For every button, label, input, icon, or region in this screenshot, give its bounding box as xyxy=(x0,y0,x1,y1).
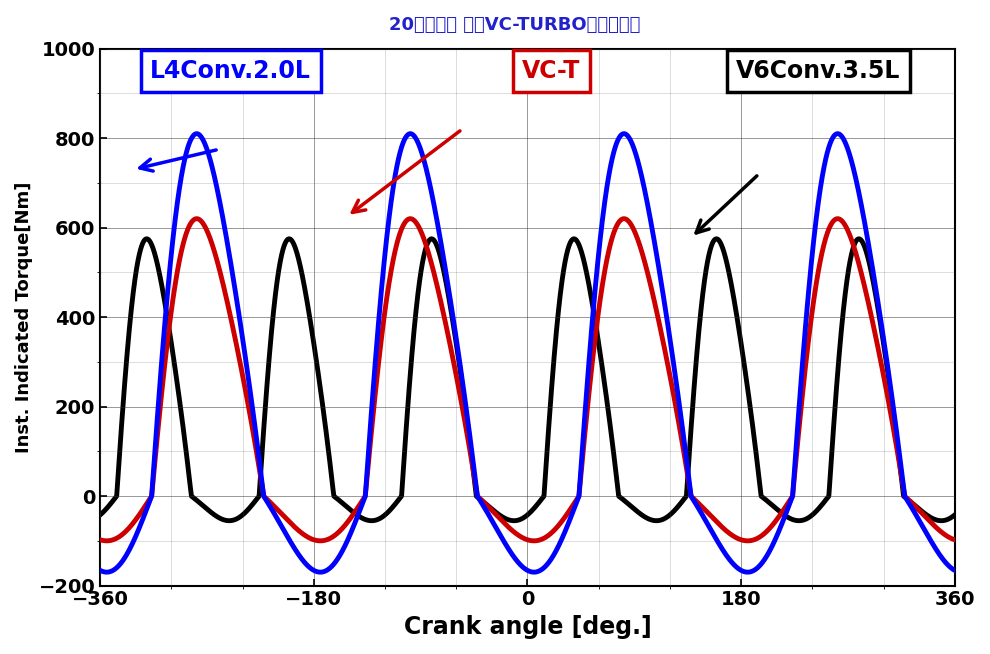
Text: VC-T: VC-T xyxy=(522,59,580,83)
Text: L4Conv.2.0L: L4Conv.2.0L xyxy=(150,59,311,83)
X-axis label: Crank angle [deg.]: Crank angle [deg.] xyxy=(404,615,651,639)
Text: V6Conv.3.5L: V6Conv.3.5L xyxy=(737,59,901,83)
Y-axis label: Inst. Indicated Torque[Nm]: Inst. Indicated Torque[Nm] xyxy=(15,181,33,453)
Text: 20年磨一剑 日产VC-TURBO发动机解读: 20年磨一剑 日产VC-TURBO发动机解读 xyxy=(389,16,641,35)
